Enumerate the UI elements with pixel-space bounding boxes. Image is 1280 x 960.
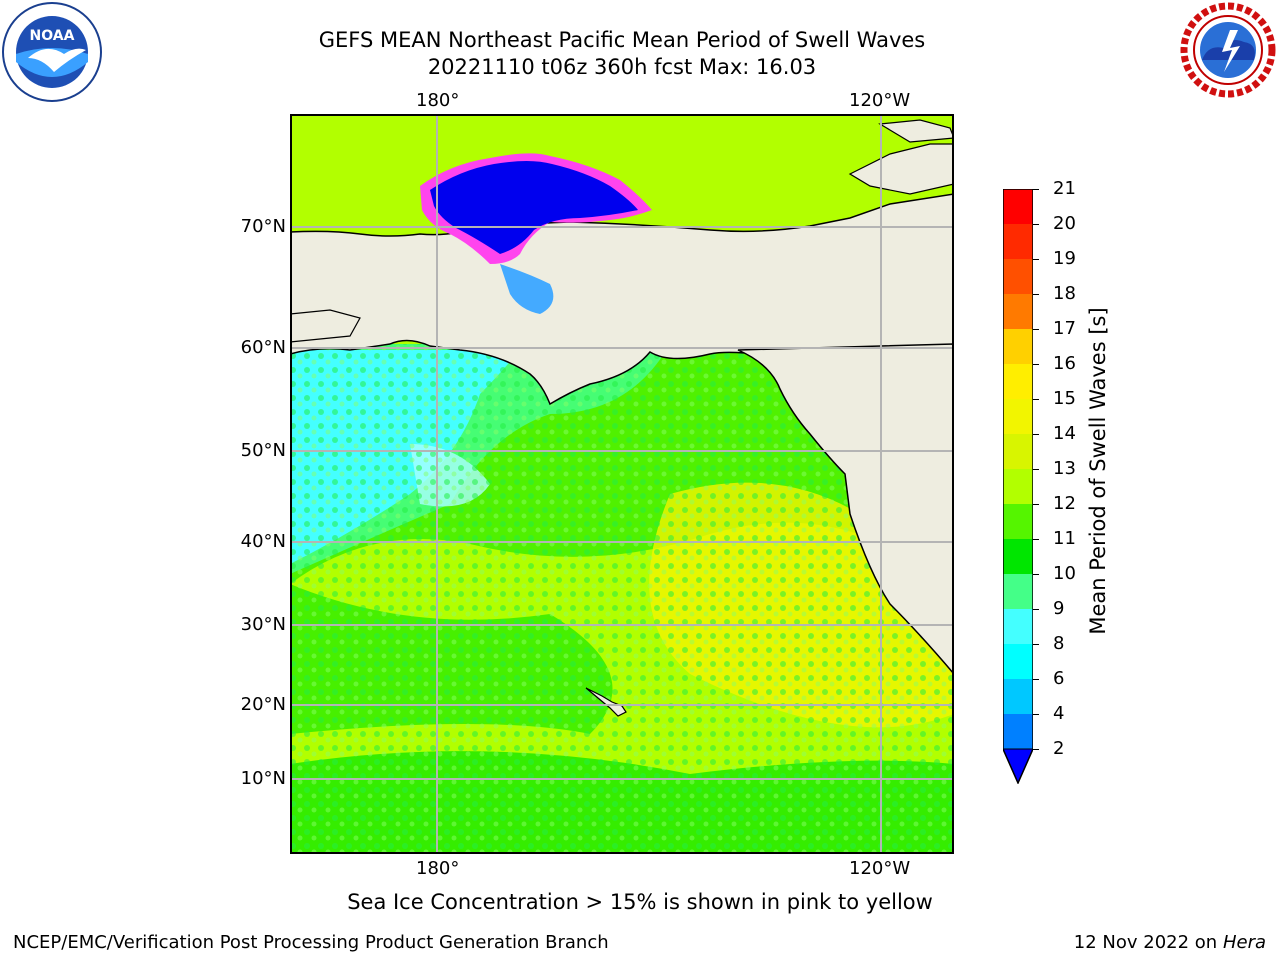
colorbar-band bbox=[1003, 399, 1033, 435]
gridlines bbox=[290, 114, 954, 854]
colorbar-tick-mark bbox=[1033, 259, 1039, 260]
colorbar-tick-mark bbox=[1033, 504, 1039, 505]
lon-label-bottom-120w: 120°W bbox=[849, 858, 911, 879]
colorbar-tick-label: 17 bbox=[1053, 318, 1076, 339]
colorbar-tick-mark bbox=[1033, 364, 1039, 365]
colorbar bbox=[1003, 189, 1033, 784]
land-north-america-coast bbox=[737, 343, 954, 676]
colorbar-tick-mark bbox=[1033, 539, 1039, 540]
lat-label-40n: 40°N bbox=[240, 531, 286, 552]
colorbar-tick-label: 9 bbox=[1053, 598, 1065, 619]
colorbar-tick-mark bbox=[1033, 294, 1039, 295]
colorbar-tick-label: 14 bbox=[1053, 423, 1076, 444]
colorbar-tick-mark bbox=[1033, 434, 1039, 435]
colorbar-band bbox=[1003, 224, 1033, 260]
colorbar-band bbox=[1003, 504, 1033, 540]
footer-credit: NCEP/EMC/Verification Post Processing Pr… bbox=[13, 932, 609, 953]
sea-ice-core bbox=[430, 161, 638, 254]
footer-date: 12 Nov 2022 on Hera bbox=[1074, 932, 1266, 953]
lat-label-50n: 50°N bbox=[240, 440, 286, 461]
colorbar-tick-label: 4 bbox=[1053, 703, 1065, 724]
colorbar-tick-label: 2 bbox=[1053, 738, 1065, 759]
colorbar-tick-label: 21 bbox=[1053, 178, 1076, 199]
colorbar-tick-mark bbox=[1033, 609, 1039, 610]
footer-date-text: 12 Nov 2022 on bbox=[1073, 932, 1218, 953]
lon-label-bottom-180: 180° bbox=[416, 858, 460, 879]
colorbar-tick-label: 13 bbox=[1053, 458, 1076, 479]
colorbar-tick-label: 15 bbox=[1053, 388, 1076, 409]
chart-title: GEFS MEAN Northeast Pacific Mean Period … bbox=[318, 28, 926, 52]
colorbar-band bbox=[1003, 574, 1033, 610]
sea-ice-note: Sea Ice Concentration > 15% is shown in … bbox=[347, 890, 933, 914]
colorbar-tick-mark bbox=[1033, 749, 1039, 750]
colorbar-band bbox=[1003, 679, 1033, 715]
colorbar-tick-mark bbox=[1033, 679, 1039, 680]
lat-label-20n: 20°N bbox=[240, 694, 286, 715]
colorbar-tick-label: 12 bbox=[1053, 493, 1076, 514]
colorbar-band bbox=[1003, 259, 1033, 295]
map-frame bbox=[290, 114, 954, 854]
lat-label-70n: 70°N bbox=[240, 216, 286, 237]
colorbar-band bbox=[1003, 294, 1033, 330]
colorbar-band bbox=[1003, 644, 1033, 680]
colorbar-band bbox=[1003, 714, 1033, 750]
colorbar-tick-mark bbox=[1033, 469, 1039, 470]
lon-label-top-120w: 120°W bbox=[849, 90, 911, 111]
colorbar-tick-label: 16 bbox=[1053, 353, 1076, 374]
colorbar-frame bbox=[1003, 189, 1033, 784]
colorbar-tick-label: 18 bbox=[1053, 283, 1076, 304]
footer-host: Hera bbox=[1222, 932, 1266, 953]
map-canvas bbox=[290, 114, 954, 854]
colorbar-extend-triangle bbox=[1003, 748, 1033, 784]
colorbar-band bbox=[1003, 434, 1033, 470]
lon-label-top-180: 180° bbox=[416, 90, 460, 111]
colorbar-tick-mark bbox=[1033, 644, 1039, 645]
land-chukotka bbox=[290, 309, 361, 343]
colorbar-tick-mark bbox=[1033, 714, 1039, 715]
bering-strait-ice bbox=[500, 264, 554, 314]
colorbar-tick-label: 20 bbox=[1053, 213, 1076, 234]
colorbar-tick-mark bbox=[1033, 329, 1039, 330]
noaa-logo: NOAA bbox=[2, 2, 102, 102]
colorbar-band bbox=[1003, 189, 1033, 225]
colorbar-tick-label: 11 bbox=[1053, 528, 1076, 549]
colorbar-tick-label: 10 bbox=[1053, 563, 1076, 584]
land-arctic-islands bbox=[848, 143, 954, 195]
colorbar-tick-label: 19 bbox=[1053, 248, 1076, 269]
colorbar-tick-mark bbox=[1033, 189, 1039, 190]
lat-label-10n: 10°N bbox=[240, 768, 286, 789]
colorbar-band bbox=[1003, 329, 1033, 365]
colorbar-tick-mark bbox=[1033, 224, 1039, 225]
lat-label-30n: 30°N bbox=[240, 614, 286, 635]
lat-label-60n: 60°N bbox=[240, 337, 286, 358]
colorbar-tick-label: 6 bbox=[1053, 668, 1065, 689]
colorbar-label: Mean Period of Swell Waves [s] bbox=[1086, 307, 1110, 635]
colorbar-band bbox=[1003, 539, 1033, 575]
nws-logo bbox=[1180, 2, 1276, 98]
colorbar-band bbox=[1003, 364, 1033, 400]
colorbar-tick-mark bbox=[1033, 399, 1039, 400]
colorbar-band bbox=[1003, 609, 1033, 645]
colorbar-tick-mark bbox=[1033, 574, 1039, 575]
colorbar-band bbox=[1003, 469, 1033, 505]
chart-subtitle: 20221110 t06z 360h fcst Max: 16.03 bbox=[427, 55, 817, 79]
colorbar-tick-label: 8 bbox=[1053, 633, 1065, 654]
map-panel bbox=[290, 114, 954, 854]
noaa-logo-text: NOAA bbox=[30, 28, 75, 44]
